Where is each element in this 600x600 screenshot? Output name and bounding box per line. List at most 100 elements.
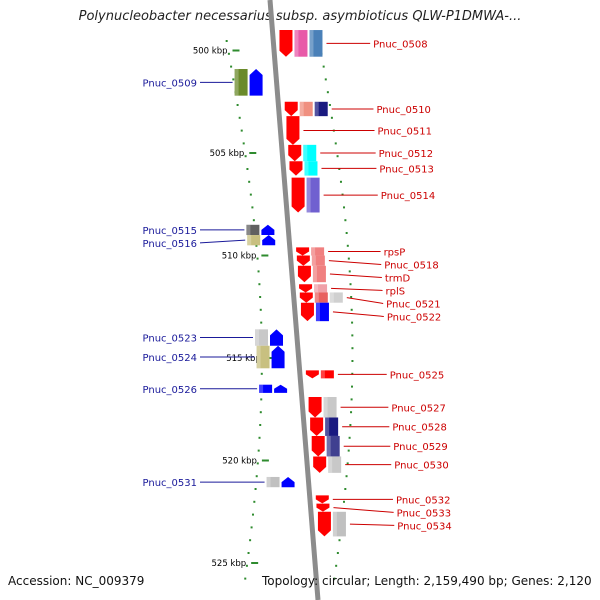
gene-label[interactable]: Pnuc_0511 (378, 127, 432, 138)
gene-block[interactable] (314, 292, 328, 303)
gene-arrow[interactable] (296, 255, 310, 266)
gene-block[interactable] (309, 30, 323, 57)
gene-block[interactable] (315, 302, 329, 322)
gene-block[interactable] (314, 284, 328, 293)
gene-Pnuc_0522[interactable]: Pnuc_0522 (300, 302, 441, 324)
gene-label[interactable]: Pnuc_0514 (381, 191, 435, 202)
gene-block[interactable] (299, 101, 313, 117)
gene-arrow[interactable] (308, 397, 322, 418)
gene-block[interactable] (294, 30, 308, 57)
gene-Pnuc_0534[interactable]: Pnuc_0534 (317, 511, 452, 537)
gene-arrow[interactable] (316, 503, 330, 512)
gene-arrow[interactable] (317, 511, 331, 537)
gene-block[interactable] (304, 161, 318, 176)
gene-label[interactable]: Pnuc_0518 (384, 260, 438, 271)
gene-label[interactable]: Pnuc_0534 (397, 521, 451, 532)
gene-label[interactable]: Pnuc_0522 (387, 312, 441, 323)
gene-label[interactable]: Pnuc_0527 (391, 403, 445, 414)
gene-rplS[interactable]: rplS (299, 284, 405, 297)
gene-arrow[interactable] (262, 235, 276, 246)
gene-label[interactable]: Pnuc_0509 (143, 78, 197, 89)
gene-Pnuc_0518[interactable]: Pnuc_0518 (296, 255, 439, 272)
gene-label[interactable]: Pnuc_0516 (143, 239, 197, 250)
gene-label[interactable]: rpsP (384, 247, 406, 258)
gene-block[interactable] (325, 417, 339, 436)
gene-block[interactable] (303, 144, 317, 162)
gene-block[interactable] (326, 435, 340, 457)
gene-arrow[interactable] (313, 456, 327, 473)
gene-Pnuc_0521[interactable]: Pnuc_0521 (299, 292, 441, 310)
gene-arrow[interactable] (261, 224, 275, 236)
gene-Pnuc_0509[interactable]: Pnuc_0509 (143, 69, 263, 96)
gene-label[interactable]: Pnuc_0526 (143, 385, 197, 396)
gene-label[interactable]: Pnuc_0532 (396, 495, 450, 506)
gene-block[interactable] (306, 177, 320, 213)
gene-Pnuc_0525[interactable]: Pnuc_0525 (305, 370, 444, 381)
gene-rpsP[interactable]: rpsP (296, 247, 405, 258)
gene-Pnuc_0512[interactable]: Pnuc_0512 (288, 144, 433, 162)
gene-Pnuc_0513[interactable]: Pnuc_0513 (289, 161, 434, 176)
gene-block[interactable] (247, 235, 261, 246)
gene-label[interactable]: Pnuc_0513 (379, 164, 433, 175)
gene-Pnuc_0528[interactable]: Pnuc_0528 (310, 417, 447, 436)
gene-Pnuc_0524[interactable]: Pnuc_0524 (143, 345, 285, 369)
gene-Pnuc_0530[interactable]: Pnuc_0530 (313, 456, 449, 473)
gene-arrow[interactable] (286, 116, 300, 145)
gene-Pnuc_0531[interactable]: Pnuc_0531 (143, 476, 295, 489)
gene-block[interactable] (311, 255, 325, 266)
gene-Pnuc_0514[interactable]: Pnuc_0514 (291, 177, 436, 213)
gene-Pnuc_0516[interactable]: Pnuc_0516 (143, 235, 276, 250)
gene-block[interactable] (259, 384, 273, 393)
gene-block[interactable] (312, 265, 326, 283)
gene-label[interactable]: trmD (385, 273, 411, 284)
gene-label[interactable]: Pnuc_0529 (393, 442, 447, 453)
gene-arrow[interactable] (311, 435, 325, 457)
gene-block[interactable] (266, 476, 280, 488)
gene-arrow[interactable] (279, 30, 293, 57)
gene-arrow[interactable] (270, 329, 284, 346)
gene-Pnuc_0533[interactable]: Pnuc_0533 (316, 503, 451, 520)
gene-trmD[interactable]: trmD (297, 265, 411, 285)
gene-block[interactable] (256, 345, 270, 369)
gene-arrow[interactable] (284, 101, 298, 117)
gene-label[interactable]: Pnuc_0523 (143, 334, 197, 345)
gene-label[interactable]: Pnuc_0508 (373, 39, 427, 50)
gene-label[interactable]: Pnuc_0533 (397, 508, 451, 519)
gene-label[interactable]: Pnuc_0524 (143, 353, 197, 364)
gene-arrow[interactable] (315, 495, 329, 504)
gene-arrow[interactable] (299, 292, 313, 303)
gene-block[interactable] (255, 329, 269, 346)
gene-Pnuc_0529[interactable]: Pnuc_0529 (311, 435, 448, 457)
gene-block[interactable] (329, 292, 343, 303)
gene-arrow[interactable] (281, 476, 295, 488)
gene-arrow[interactable] (296, 247, 310, 256)
gene-arrow[interactable] (288, 144, 302, 162)
gene-label[interactable]: Pnuc_0531 (143, 478, 197, 489)
gene-arrow[interactable] (300, 302, 314, 322)
gene-arrow[interactable] (299, 284, 313, 293)
gene-label[interactable]: Pnuc_0521 (386, 299, 440, 310)
gene-label[interactable]: Pnuc_0510 (376, 105, 430, 116)
gene-Pnuc_0532[interactable]: Pnuc_0532 (315, 495, 451, 506)
gene-arrow[interactable] (305, 370, 319, 379)
gene-block[interactable] (314, 101, 328, 117)
gene-Pnuc_0523[interactable]: Pnuc_0523 (143, 329, 284, 346)
gene-arrow[interactable] (271, 345, 285, 369)
gene-Pnuc_0511[interactable]: Pnuc_0511 (286, 116, 432, 145)
gene-block[interactable] (311, 247, 325, 256)
gene-arrow[interactable] (274, 384, 288, 393)
gene-arrow[interactable] (310, 417, 324, 436)
gene-arrow[interactable] (289, 161, 303, 176)
gene-arrow[interactable] (291, 177, 305, 213)
gene-label[interactable]: Pnuc_0528 (392, 423, 446, 434)
gene-label[interactable]: Pnuc_0512 (379, 149, 433, 160)
gene-arrow[interactable] (297, 265, 311, 283)
gene-label[interactable]: Pnuc_0525 (390, 370, 444, 381)
gene-block[interactable] (246, 224, 260, 236)
gene-label[interactable]: Pnuc_0530 (394, 461, 448, 472)
gene-Pnuc_0510[interactable]: Pnuc_0510 (284, 101, 431, 117)
gene-Pnuc_0526[interactable]: Pnuc_0526 (143, 384, 288, 396)
gene-label[interactable]: Pnuc_0515 (143, 226, 197, 237)
gene-Pnuc_0508[interactable]: Pnuc_0508 (279, 30, 428, 57)
